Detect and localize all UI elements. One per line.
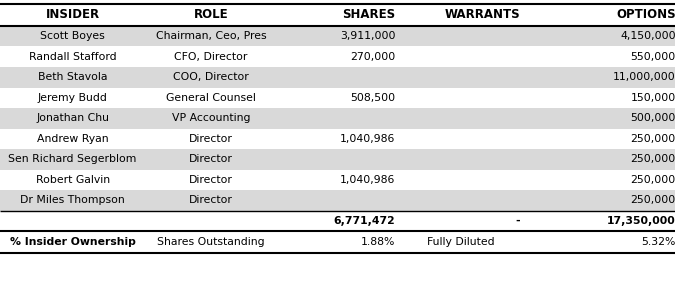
- Text: Director: Director: [189, 154, 233, 164]
- Text: 500,000: 500,000: [630, 113, 675, 123]
- Text: Shares Outstanding: Shares Outstanding: [157, 237, 265, 247]
- Bar: [0, 210, 675, 231]
- Text: 1,040,986: 1,040,986: [340, 134, 396, 144]
- Text: SHARES: SHARES: [342, 8, 396, 22]
- Text: ROLE: ROLE: [194, 8, 228, 22]
- Text: 550,000: 550,000: [630, 52, 675, 62]
- Text: 4,150,000: 4,150,000: [620, 31, 675, 41]
- Text: OPTIONS: OPTIONS: [616, 8, 675, 22]
- Text: 5.32%: 5.32%: [641, 237, 675, 247]
- Text: General Counsel: General Counsel: [166, 93, 256, 103]
- Text: Chairman, Ceo, Pres: Chairman, Ceo, Pres: [156, 31, 266, 41]
- Text: Director: Director: [189, 175, 233, 185]
- Bar: [0, 128, 675, 149]
- Text: Beth Stavola: Beth Stavola: [38, 72, 107, 82]
- Bar: [0, 149, 675, 169]
- Text: Scott Boyes: Scott Boyes: [40, 31, 105, 41]
- Text: 508,500: 508,500: [350, 93, 396, 103]
- Text: 1,040,986: 1,040,986: [340, 175, 396, 185]
- Text: COO, Director: COO, Director: [173, 72, 249, 82]
- Bar: [0, 190, 675, 210]
- Text: Robert Galvin: Robert Galvin: [36, 175, 109, 185]
- Text: Randall Stafford: Randall Stafford: [29, 52, 116, 62]
- Text: % Insider Ownership: % Insider Ownership: [9, 237, 136, 247]
- Text: 150,000: 150,000: [630, 93, 675, 103]
- Text: Dr Miles Thompson: Dr Miles Thompson: [20, 195, 125, 205]
- Text: 250,000: 250,000: [630, 134, 675, 144]
- Text: 11,000,000: 11,000,000: [613, 72, 675, 82]
- Text: Jeremy Budd: Jeremy Budd: [38, 93, 107, 103]
- Text: 17,350,000: 17,350,000: [607, 216, 675, 226]
- Text: -: -: [516, 216, 520, 226]
- Bar: [0, 169, 675, 190]
- Text: Sen Richard Segerblom: Sen Richard Segerblom: [8, 154, 137, 164]
- Text: Director: Director: [189, 134, 233, 144]
- Bar: [0, 46, 675, 67]
- Text: 6,771,472: 6,771,472: [334, 216, 396, 226]
- Text: Jonathan Chu: Jonathan Chu: [36, 113, 109, 123]
- Text: WARRANTS: WARRANTS: [445, 8, 520, 22]
- Text: Director: Director: [189, 195, 233, 205]
- Bar: [0, 108, 675, 128]
- Text: 270,000: 270,000: [350, 52, 396, 62]
- Text: INSIDER: INSIDER: [45, 8, 100, 22]
- Text: 3,911,000: 3,911,000: [340, 31, 396, 41]
- Text: VP Accounting: VP Accounting: [171, 113, 250, 123]
- Text: 250,000: 250,000: [630, 195, 675, 205]
- Text: Fully Diluted: Fully Diluted: [427, 237, 495, 247]
- Text: 1.88%: 1.88%: [361, 237, 396, 247]
- Bar: [0, 231, 675, 253]
- Text: Andrew Ryan: Andrew Ryan: [36, 134, 109, 144]
- Bar: [0, 87, 675, 108]
- Text: CFO, Director: CFO, Director: [174, 52, 248, 62]
- Bar: [0, 4, 675, 26]
- Text: 250,000: 250,000: [630, 154, 675, 164]
- Bar: [0, 67, 675, 87]
- Bar: [0, 26, 675, 46]
- Text: 250,000: 250,000: [630, 175, 675, 185]
